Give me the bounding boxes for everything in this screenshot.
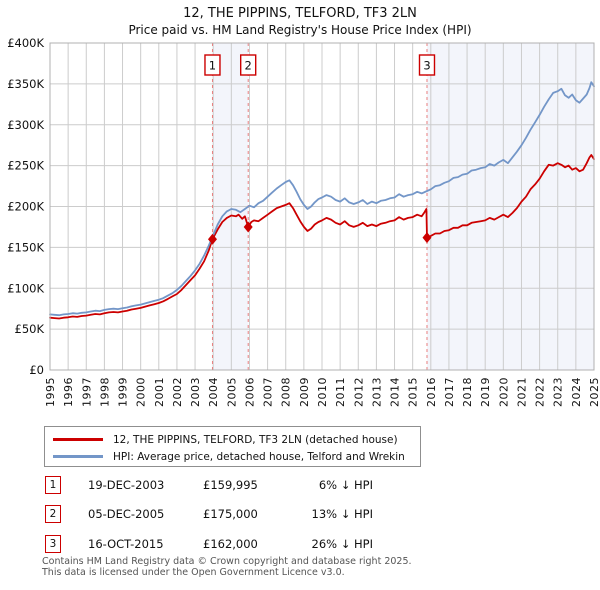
y-axis-tick-label: £50K (15, 322, 45, 336)
sale-hpi-delta: 13% ↓ HPI (311, 507, 373, 521)
x-axis-tick-label: 2010 (316, 377, 329, 407)
x-axis-tick-label: 2015 (407, 377, 420, 407)
x-axis-tick-label: 2003 (189, 377, 202, 407)
y-axis-tick-label: £0 (29, 363, 44, 377)
x-axis-tick-label: 2008 (280, 377, 293, 407)
sale-point-marker (422, 232, 432, 244)
x-axis-tick-label: 2011 (334, 377, 347, 407)
sale-price: £162,000 (203, 537, 258, 551)
sale-number-badge: 1 (45, 476, 61, 494)
sale-marker-label-box (239, 54, 257, 76)
x-axis-tick-label: 2014 (389, 377, 402, 407)
footer-line-2: This data is licensed under the Open Gov… (42, 567, 345, 578)
sale-number-badge: 2 (45, 505, 61, 523)
sale-marker-label: 3 (423, 59, 430, 73)
sale-point-marker (207, 233, 217, 245)
sale-hpi-delta: 6% ↓ HPI (318, 478, 373, 492)
sale-row-3: 3 16-OCT-2015 £162,000 26% ↓ HPI (0, 535, 600, 555)
y-axis-tick-label: £200K (7, 200, 44, 214)
x-axis-tick-label: 2019 (479, 377, 492, 407)
x-axis-tick-label: 2001 (153, 377, 166, 407)
sale-row-2: 2 05-DEC-2005 £175,000 13% ↓ HPI (0, 505, 600, 525)
x-axis-tick-label: 2005 (225, 377, 238, 407)
y-axis-tick-label: £350K (7, 77, 44, 91)
license-footer: Contains HM Land Registry data © Crown c… (42, 556, 582, 578)
x-axis-tick-label: 1995 (44, 377, 57, 407)
price-history-chart: 1 2 3 £400K £350K £300K £250K £200K £150K £100K £5… (7, 36, 600, 407)
x-axis-tick-label: 2016 (425, 377, 438, 407)
y-axis-tick-label: £100K (7, 281, 44, 295)
x-axis-tick-label: 2023 (552, 377, 565, 407)
y-axis-tick-label: £250K (7, 159, 44, 173)
x-axis-tick-label: 2000 (135, 377, 148, 407)
x-axis-tick-label: 1997 (80, 377, 93, 407)
x-axis-tick-label: 2012 (352, 377, 365, 407)
y-axis-tick-label: £400K (7, 36, 44, 50)
chart-legend: 12, THE PIPPINS, TELFORD, TF3 2LN (detac… (44, 426, 421, 467)
sale-point-marker (243, 221, 253, 233)
x-axis-tick-label: 2018 (461, 377, 474, 407)
x-axis-tick-label: 1998 (98, 377, 111, 407)
legend-label-price-paid: 12, THE PIPPINS, TELFORD, TF3 2LN (detac… (113, 433, 398, 446)
sale-price: £175,000 (203, 507, 258, 521)
y-axis-tick-label: £300K (7, 118, 44, 132)
sale-date: 19-DEC-2003 (88, 478, 165, 492)
x-axis-tick-label: 2022 (534, 377, 547, 407)
sale-marker-label: 2 (245, 59, 252, 73)
hpi-line (49, 81, 595, 317)
legend-item-price-paid: 12, THE PIPPINS, TELFORD, TF3 2LN (detac… (53, 431, 420, 448)
sale-marker-label-box (418, 54, 436, 76)
x-axis-tick-label: 1996 (62, 377, 75, 407)
x-axis-tick-label: 2017 (443, 377, 456, 407)
price-paid-line (49, 154, 595, 320)
sale-number-badge: 3 (45, 535, 61, 553)
hpi-line-swatch (53, 455, 103, 458)
x-axis-tick-label: 2020 (497, 377, 510, 407)
x-axis-tick-label: 2009 (298, 377, 311, 407)
x-axis-tick-label: 2025 (588, 377, 600, 407)
sale-date: 16-OCT-2015 (88, 537, 164, 551)
legend-item-hpi: HPI: Average price, detached house, Telf… (53, 448, 420, 465)
plot-border (49, 42, 595, 371)
sale-date: 05-DEC-2005 (88, 507, 165, 521)
sale-hpi-delta: 26% ↓ HPI (311, 537, 373, 551)
x-axis-tick-label: 2021 (515, 377, 528, 407)
x-axis-tick-label: 2013 (370, 377, 383, 407)
x-axis-tick-label: 1999 (117, 377, 130, 407)
page-subtitle: Price paid vs. HM Land Registry's House … (128, 23, 472, 37)
x-axis-tick-label: 2004 (207, 377, 220, 407)
sale-marker-label-box (204, 54, 221, 76)
y-axis-tick-label: £150K (7, 240, 44, 254)
legend-label-hpi: HPI: Average price, detached house, Telf… (113, 450, 405, 463)
x-axis-tick-label: 2024 (570, 377, 583, 407)
x-axis-tick-label: 2007 (262, 377, 275, 407)
x-axis-tick-label: 2002 (171, 377, 184, 407)
x-axis-tick-label: 2006 (243, 377, 256, 407)
page-title: 12, THE PIPPINS, TELFORD, TF3 2LN (183, 6, 417, 21)
price-paid-line-swatch (53, 438, 103, 441)
sale-row-1: 1 19-DEC-2003 £159,995 6% ↓ HPI (0, 476, 600, 496)
sale-marker-label: 1 (209, 59, 216, 73)
sale-price: £159,995 (203, 478, 258, 492)
footer-line-1: Contains HM Land Registry data © Crown c… (42, 556, 412, 567)
